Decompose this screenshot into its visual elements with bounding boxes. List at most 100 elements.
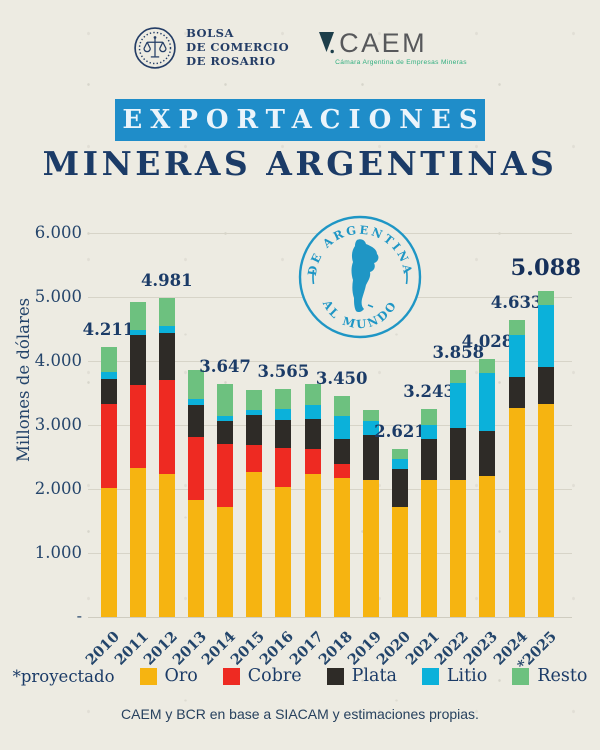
bcr-line-2: DE COMERCIO: [186, 40, 290, 55]
resto-swatch-icon: [512, 667, 530, 685]
bar-segment-litio-2014: [217, 415, 234, 421]
bar-value-label: 3.243: [403, 382, 455, 402]
bar-segment-oro-2013: [187, 499, 204, 617]
bar-value-label: 3.450: [315, 369, 368, 389]
bcr-logo: BOLSA DE COMERCIO DE ROSARIO: [133, 26, 289, 70]
bar-value-label: 3.858: [432, 343, 485, 363]
cobre-swatch-icon: [222, 667, 240, 685]
y-axis-tick-label: 4.000: [34, 351, 82, 370]
y-axis-tick-label: 3.000: [34, 415, 82, 434]
bar-segment-oro-2011: [129, 467, 146, 617]
bar-value-label: 4.211: [82, 320, 135, 340]
bar-value-label: 4.633: [490, 293, 543, 313]
bar-segment-oro-2010: [100, 487, 117, 617]
legend-item-cobre: Cobre: [222, 666, 302, 686]
caem-triangle-icon: [319, 31, 335, 53]
bar-segment-oro-2019: [362, 480, 379, 617]
bar-segment-oro-2021: [421, 479, 438, 617]
page-title: MINERAS ARGENTINAS: [42, 144, 558, 183]
y-axis-tick-label: 6.000: [34, 223, 82, 242]
legend-item-plata: Plata: [326, 666, 397, 686]
bcr-line-1: BOLSA: [186, 26, 234, 41]
bar-segment-litio-2012: [158, 325, 175, 334]
bar-segment-plata-2015: [246, 415, 263, 446]
bar-segment-oro-2014: [217, 507, 234, 617]
bar-segment-oro-2024: [508, 408, 525, 617]
bar-segment-cobre-2016: [275, 447, 292, 487]
bar-segment-oro-2012: [158, 473, 175, 617]
bar-value-label: 4.981: [140, 271, 193, 291]
title-banner-text: EXPORTACIONES: [122, 105, 486, 135]
litio-swatch-icon: [421, 667, 439, 685]
source-note: CAEM y BCR en base a SIACAM y estimacion…: [121, 706, 479, 722]
bar-segment-plata-2018: [333, 439, 350, 465]
bar-segment-plata-2019: [362, 434, 379, 481]
legend-item-litio: Litio: [421, 666, 488, 686]
bar-segment-litio-2016: [275, 408, 292, 420]
legend-label: Litio: [446, 666, 488, 686]
bar-value-label: 5.088: [510, 255, 581, 282]
bar-segment-litio-2018: [333, 416, 350, 440]
bar-segment-cobre-2017: [304, 448, 321, 474]
bar-segment-plata-2017: [304, 418, 321, 449]
bar-segment-plata-2011: [129, 335, 146, 386]
bar-segment-resto-2018: [333, 396, 350, 417]
caem-tagline: Cámara Argentina de Empresas Mineras: [335, 58, 467, 66]
bar-segment-litio-2023: [479, 373, 496, 431]
bcr-logo-text: BOLSA DE COMERCIO DE ROSARIO: [186, 26, 290, 68]
y-axis-title: Millones de dólares: [14, 297, 33, 462]
bar-segment-resto-2021: [421, 409, 438, 425]
legend-label: Oro: [164, 666, 198, 686]
legend-item-resto: Resto: [512, 666, 587, 686]
gridline: [88, 360, 572, 362]
bar-segment-plata-2016: [275, 419, 292, 448]
caem-logo: CAEM Cámara Argentina de Empresas Minera…: [319, 27, 467, 66]
bar-segment-litio-2010: [100, 372, 117, 379]
gridline: [88, 424, 572, 426]
legend-label: Cobre: [247, 666, 302, 686]
bar-value-label: 3.647: [199, 356, 251, 376]
bar-segment-resto-2010: [100, 347, 117, 373]
x-axis-line: [88, 617, 572, 618]
bar-segment-oro-2018: [333, 478, 350, 617]
bar-segment-cobre-2013: [187, 437, 204, 500]
bar-segment-plata-2012: [158, 333, 175, 381]
projected-note: *proyectado: [12, 666, 115, 686]
argentina-map-icon: [351, 239, 379, 313]
bar-segment-resto-2025: [537, 291, 554, 306]
title-banner: EXPORTACIONES: [115, 99, 485, 141]
bar-segment-plata-2021: [421, 438, 438, 480]
bar-segment-cobre-2012: [158, 380, 175, 474]
bar-segment-oro-2025: [537, 403, 554, 617]
bar-segment-oro-2023: [479, 475, 496, 617]
header-logos: BOLSA DE COMERCIO DE ROSARIO CAEM Cámara…: [0, 26, 600, 70]
bar-segment-plata-2014: [217, 420, 234, 445]
bar-segment-plata-2024: [508, 376, 525, 409]
bar-segment-resto-2024: [508, 320, 525, 336]
bar-segment-plata-2023: [479, 430, 496, 476]
bar-segment-resto-2016: [275, 388, 292, 409]
y-axis-zero-tick: -: [76, 606, 82, 625]
bar-value-label: 4.028: [461, 332, 514, 352]
bar-segment-plata-2022: [450, 427, 467, 481]
legend-label: Plata: [351, 666, 397, 686]
bar-segment-litio-2017: [304, 404, 321, 419]
y-axis-tick-label: 5.000: [34, 287, 82, 306]
gridline: [88, 488, 572, 490]
bar-segment-cobre-2014: [217, 444, 234, 508]
bar-segment-cobre-2015: [246, 445, 263, 473]
bar-segment-litio-2025: [537, 305, 554, 368]
bar-segment-cobre-2010: [100, 404, 117, 488]
bar-segment-litio-2019: [362, 420, 379, 435]
bar-segment-cobre-2011: [129, 385, 146, 468]
bar-segment-resto-2012: [158, 298, 175, 326]
oro-swatch-icon: [139, 667, 157, 685]
bar-value-label: 2.621: [374, 422, 426, 442]
bar-segment-plata-2025: [537, 367, 554, 404]
bar-segment-oro-2022: [450, 480, 467, 617]
bar-segment-resto-2014: [217, 383, 234, 416]
bar-segment-litio-2015: [246, 409, 263, 416]
caem-logo-text: CAEM: [339, 27, 428, 58]
